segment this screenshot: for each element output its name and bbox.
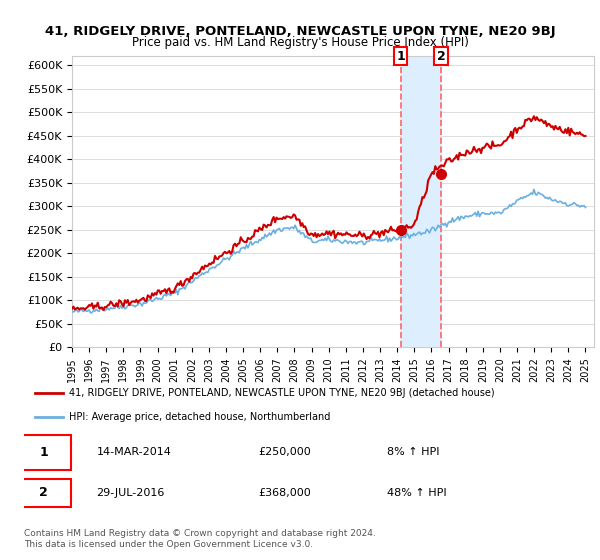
Text: 1: 1 — [39, 446, 48, 459]
Text: 29-JUL-2016: 29-JUL-2016 — [97, 488, 165, 498]
Text: Price paid vs. HM Land Registry's House Price Index (HPI): Price paid vs. HM Land Registry's House … — [131, 36, 469, 49]
Text: 14-MAR-2014: 14-MAR-2014 — [97, 447, 172, 457]
Text: 41, RIDGELY DRIVE, PONTELAND, NEWCASTLE UPON TYNE, NE20 9BJ (detached house): 41, RIDGELY DRIVE, PONTELAND, NEWCASTLE … — [68, 388, 494, 398]
Text: £250,000: £250,000 — [259, 447, 311, 457]
Text: 8% ↑ HPI: 8% ↑ HPI — [387, 447, 439, 457]
Text: 2: 2 — [437, 50, 446, 63]
Text: 1: 1 — [396, 50, 405, 63]
Text: 41, RIDGELY DRIVE, PONTELAND, NEWCASTLE UPON TYNE, NE20 9BJ: 41, RIDGELY DRIVE, PONTELAND, NEWCASTLE … — [44, 25, 556, 38]
Text: £368,000: £368,000 — [259, 488, 311, 498]
Text: 2: 2 — [39, 486, 48, 500]
Text: HPI: Average price, detached house, Northumberland: HPI: Average price, detached house, Nort… — [68, 412, 330, 422]
Text: Contains HM Land Registry data © Crown copyright and database right 2024.
This d: Contains HM Land Registry data © Crown c… — [24, 529, 376, 549]
Bar — [401, 56, 442, 347]
Text: 48% ↑ HPI: 48% ↑ HPI — [387, 488, 446, 498]
FancyBboxPatch shape — [16, 435, 71, 470]
FancyBboxPatch shape — [16, 479, 71, 507]
